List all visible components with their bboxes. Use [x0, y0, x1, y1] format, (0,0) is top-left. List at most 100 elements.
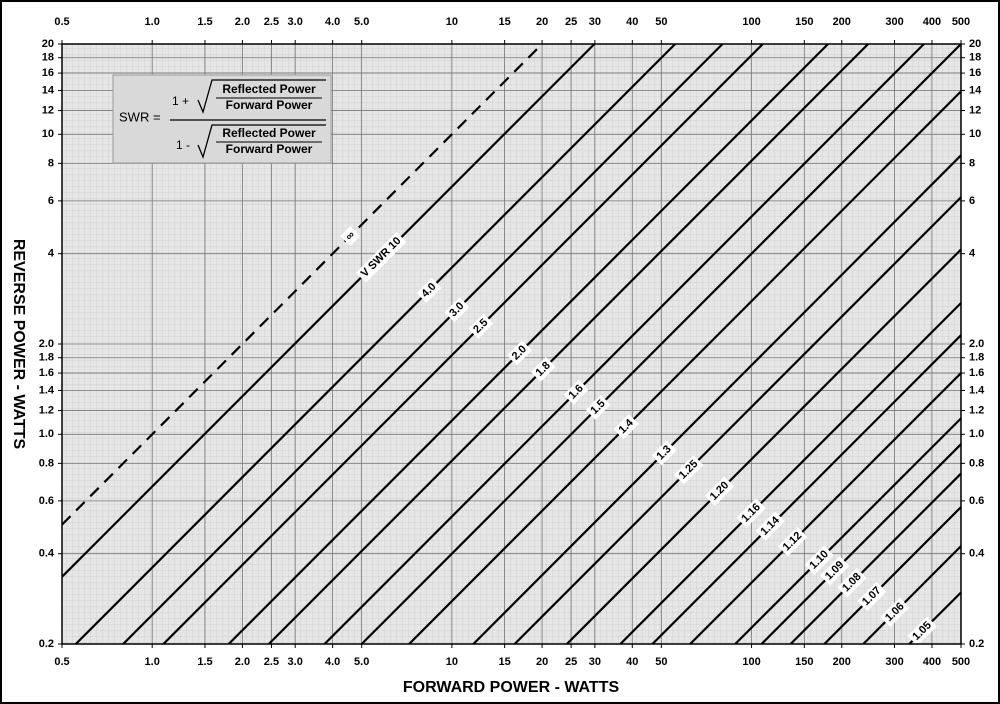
x-tick-label: 4.0 — [325, 16, 340, 28]
line-label-bg — [563, 379, 589, 405]
y-tick-label: 12 — [42, 104, 54, 116]
x-tick-label: 10 — [446, 16, 458, 28]
swr-line — [823, 506, 962, 645]
x-tick-label: 300 — [885, 16, 903, 28]
line-label-bg — [777, 526, 808, 557]
swr-line — [122, 43, 724, 645]
swr-line — [566, 248, 962, 645]
y-tick-label: 1.6 — [39, 367, 54, 379]
x-tick-label: 150 — [795, 656, 813, 668]
line-label-bg — [755, 511, 785, 541]
x-tick-label: 2.0 — [235, 16, 250, 28]
line-label-bg — [674, 455, 704, 485]
x-tick-label: 1.0 — [145, 16, 160, 28]
y-tick-label: 10 — [42, 128, 54, 140]
x-tick-label: 30 — [589, 16, 601, 28]
y-tick-label: 20 — [42, 38, 54, 50]
line-label-bg — [468, 313, 494, 339]
formula-rules — [170, 79, 326, 159]
y-tick-label: 1.2 — [39, 404, 54, 416]
x-tick-label: 400 — [923, 16, 941, 28]
swr-line — [734, 417, 962, 645]
y-tick-label: 1.0 — [969, 428, 984, 440]
line-label-bg — [704, 476, 735, 506]
x-tick-label: 2.5 — [264, 656, 279, 668]
x-tick-label: 3.0 — [288, 656, 303, 668]
x-tick-label: 300 — [885, 656, 903, 668]
swr-line — [268, 43, 869, 645]
swr-line — [472, 154, 962, 645]
line-label-bg — [837, 567, 867, 598]
y-tick-label: 1.2 — [969, 404, 984, 416]
line-label-bg — [416, 277, 442, 303]
swr-line — [408, 90, 962, 645]
line-label-group: 2.0 — [506, 340, 532, 366]
x-axis-title: FORWARD POWER - WATTS — [403, 679, 620, 696]
line-label-bg — [506, 340, 532, 366]
line-label-bg — [804, 545, 834, 575]
x-tick-label: 0.5 — [54, 16, 69, 28]
swr-line — [162, 43, 764, 645]
x-tick-label: 5.0 — [354, 656, 369, 668]
formula-den-prefix: 1 - — [176, 138, 190, 152]
swr-line — [862, 545, 962, 645]
x-tick-label: 400 — [923, 656, 941, 668]
x-tick-label: 30 — [589, 656, 601, 668]
line-label-bg — [355, 232, 407, 283]
line-label-bg — [530, 356, 556, 382]
line-label-bg — [736, 498, 766, 528]
line-label-bg — [444, 297, 470, 323]
line-label-group: 1.3 — [651, 440, 677, 466]
y-tick-label: 1.4 — [969, 384, 985, 396]
line-label-group: ∞ — [340, 226, 361, 246]
y-tick-label: 10 — [969, 128, 981, 140]
formula-text: Reflected Power — [222, 82, 316, 96]
x-tick-label: 100 — [742, 16, 760, 28]
swr-line — [619, 302, 962, 645]
y-tick-label: 0.4 — [969, 548, 985, 560]
swr-line — [689, 372, 962, 645]
x-tick-label: 10 — [446, 656, 458, 668]
x-tick-label: 200 — [833, 16, 851, 28]
x-tick-label: 200 — [833, 656, 851, 668]
x-tick-label: 20 — [536, 656, 548, 668]
line-label-bg — [857, 581, 887, 612]
line-label-bg — [651, 440, 677, 466]
y-tick-label: 6 — [969, 195, 975, 207]
y-tick-label: 4 — [48, 248, 55, 260]
formula-text: Forward Power — [226, 98, 313, 112]
plot-border — [61, 43, 962, 645]
line-label-bg — [585, 394, 611, 420]
y-tick-label: 14 — [42, 84, 55, 96]
line-label-group: 1.8 — [530, 356, 556, 382]
y-tick-label: 0.6 — [969, 495, 984, 507]
x-tick-label: 50 — [655, 16, 667, 28]
y-tick-label: 2.0 — [39, 338, 54, 350]
y-tick-label: 0.4 — [39, 548, 55, 560]
y-tick-label: 0.6 — [39, 495, 54, 507]
x-tick-label: 5.0 — [354, 16, 369, 28]
y-tick-label: 18 — [42, 52, 54, 64]
y-tick-label: 6 — [48, 195, 54, 207]
formula-text: Forward Power — [226, 142, 313, 156]
x-tick-label: 25 — [565, 16, 577, 28]
y-tick-label: 1.4 — [39, 384, 55, 396]
x-tick-label: 25 — [565, 656, 577, 668]
line-label-bg — [907, 616, 937, 646]
line-label-group: 1.6 — [563, 379, 589, 405]
x-tick-label: 100 — [742, 656, 760, 668]
line-label-group: 4.0 — [416, 277, 442, 303]
swr-line — [61, 43, 596, 578]
x-tick-label: 40 — [626, 16, 638, 28]
swr-line — [227, 43, 829, 645]
line-label-group: 3.0 — [444, 297, 470, 323]
swr-line — [789, 472, 962, 645]
x-tick-label: 500 — [952, 16, 970, 28]
y-tick-label: 16 — [42, 67, 54, 79]
y-tick-label: 0.8 — [39, 457, 54, 469]
x-tick-label: 150 — [795, 16, 813, 28]
y-tick-label: 12 — [969, 104, 981, 116]
y-tick-label: 0.2 — [969, 638, 984, 650]
